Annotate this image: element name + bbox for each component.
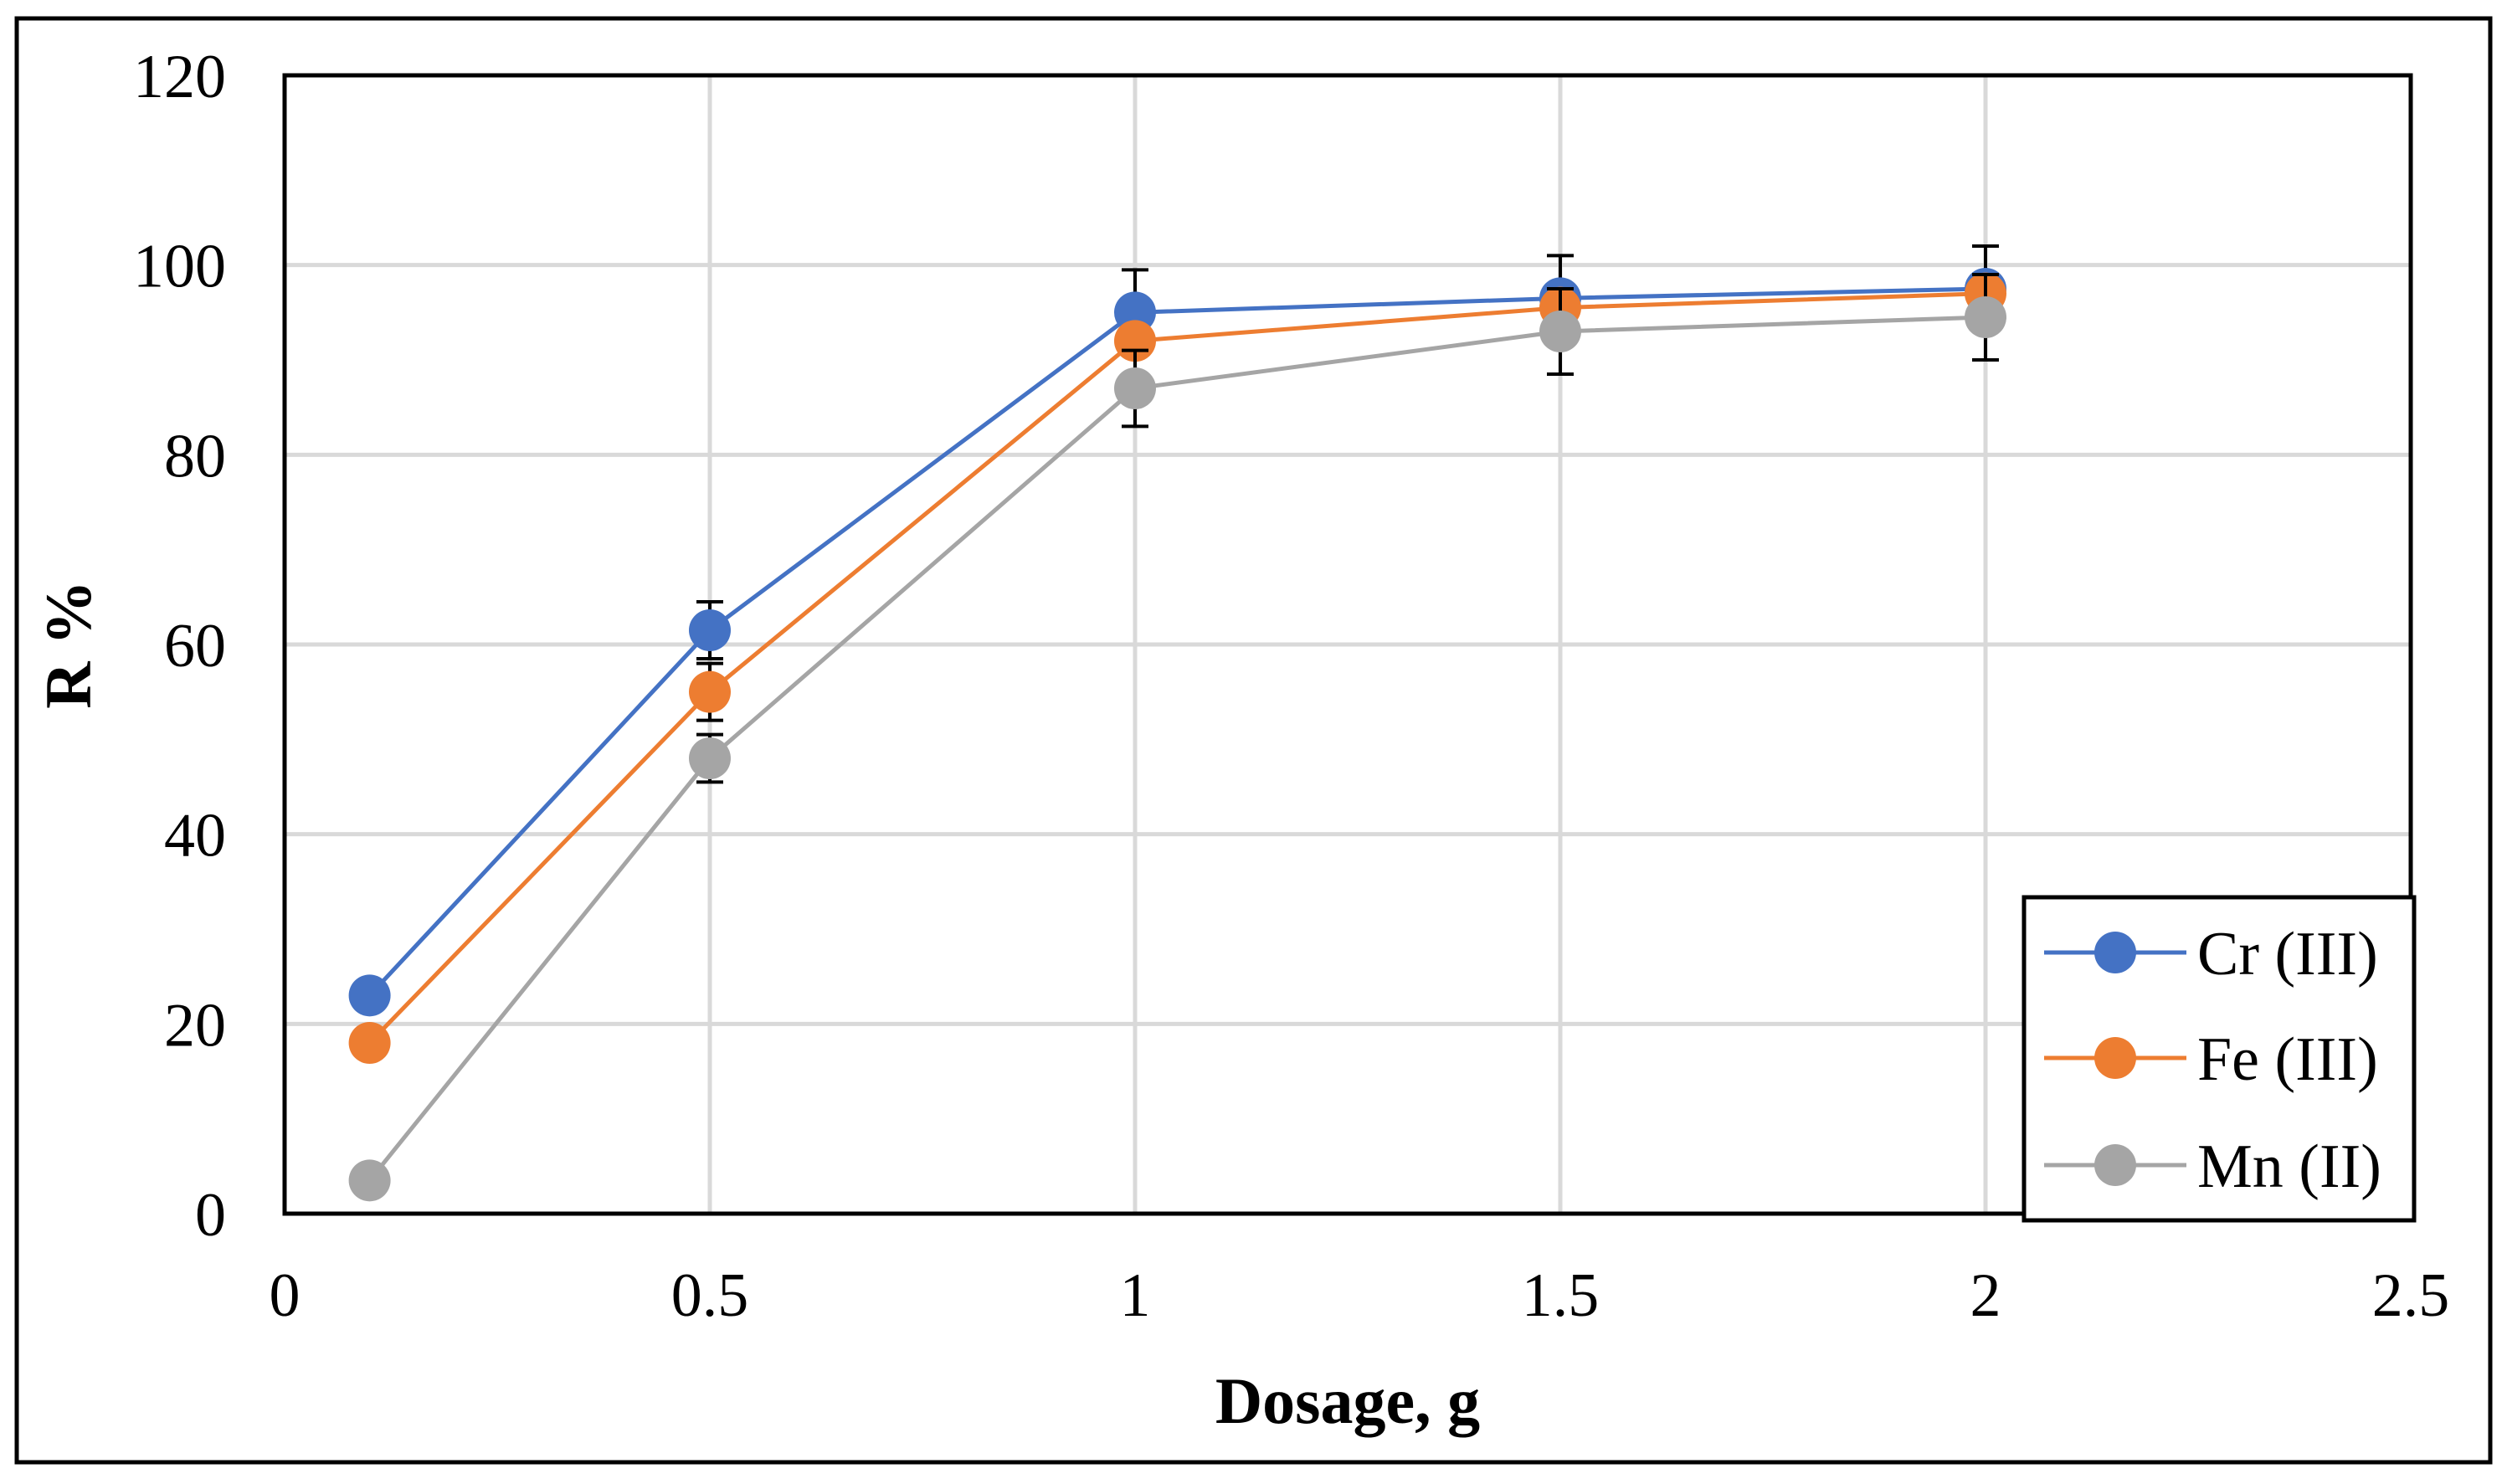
x-tick-label: 0.5 — [671, 1261, 749, 1330]
legend-label: Mn (II) — [2197, 1132, 2381, 1201]
data-point — [1114, 367, 1156, 409]
y-tick-label: 120 — [133, 43, 226, 111]
y-tick-label: 0 — [195, 1181, 226, 1250]
y-axis-title: R % — [32, 580, 105, 709]
x-axis-title: Dosage, g — [1215, 1364, 1480, 1437]
data-point — [1965, 296, 2006, 338]
y-tick-label: 80 — [164, 422, 226, 490]
data-point — [348, 1022, 391, 1064]
data-point — [348, 974, 391, 1017]
data-point — [689, 737, 731, 779]
series-2 — [348, 273, 2006, 1202]
legend: Cr (III) Fe (III) Mn (II) — [2022, 895, 2417, 1223]
data-point — [689, 609, 731, 651]
x-tick-label: 0 — [270, 1261, 301, 1330]
y-tick-label: 100 — [133, 233, 226, 301]
legend-marker — [2094, 1144, 2136, 1186]
x-tick-label: 1 — [1120, 1261, 1151, 1330]
legend-label: Cr (III) — [2197, 920, 2378, 988]
x-tick-label: 2.5 — [2372, 1261, 2450, 1330]
y-tick-label: 20 — [164, 991, 226, 1060]
data-point — [1539, 311, 1581, 352]
legend-marker — [2094, 932, 2136, 973]
tick-labels: 0 20 40 60 80 100 120 0 0.5 1 1.5 2 2.5 — [133, 43, 2449, 1330]
x-tick-label: 1.5 — [1522, 1261, 1600, 1330]
legend-label: Fe (III) — [2197, 1025, 2378, 1094]
data-point — [348, 1159, 391, 1202]
plot-area-border — [282, 73, 2413, 1216]
series-layer — [348, 244, 2006, 1202]
y-tick-label: 60 — [164, 612, 226, 680]
y-tick-label: 40 — [164, 802, 226, 870]
legend-marker — [2094, 1037, 2136, 1079]
data-point — [689, 670, 731, 713]
x-tick-label: 2 — [1970, 1261, 2001, 1330]
